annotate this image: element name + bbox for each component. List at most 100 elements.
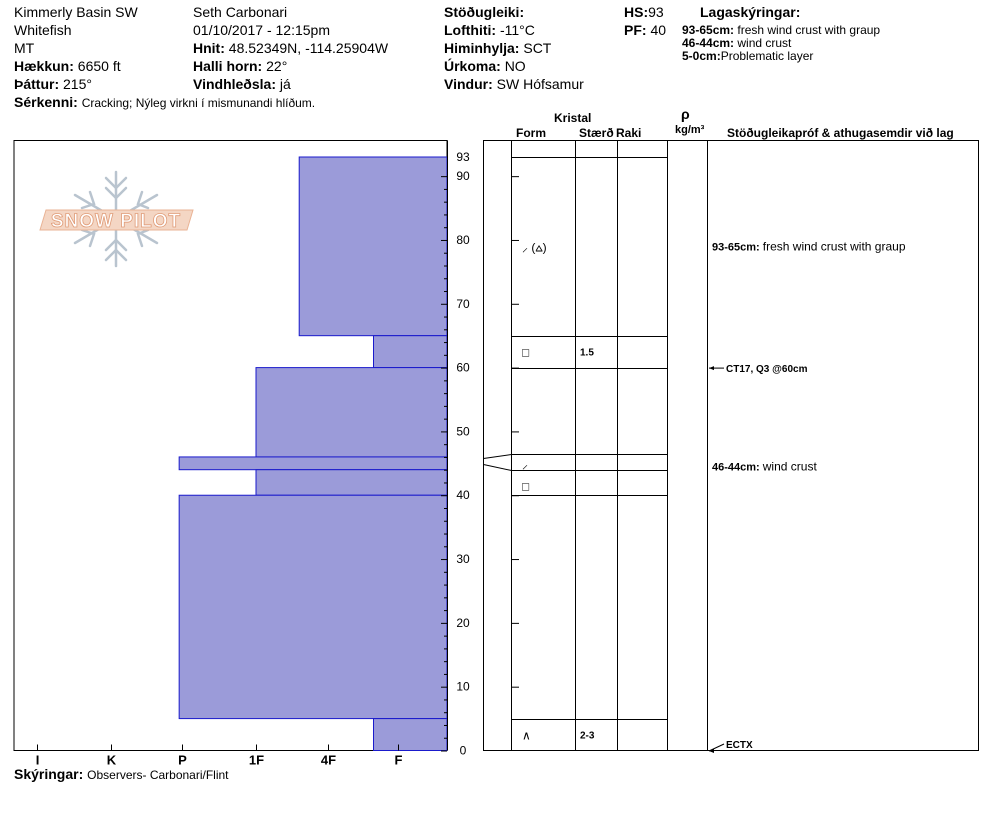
wind-loading-value: já — [279, 76, 291, 92]
legend-item: 5-0cm:Problematic layer — [682, 50, 813, 63]
legend-text: fresh wind crust with graup — [737, 23, 881, 37]
remarks-label: Sérkenni: — [14, 94, 78, 110]
grain-form-symbol: ∧ — [522, 729, 531, 743]
hardness-bars — [178, 156, 448, 751]
hs-value: 93 — [648, 4, 664, 20]
depth-tick-label: 70 — [456, 297, 470, 311]
location-region: Whitefish — [14, 22, 72, 38]
legend-text: wind crust — [737, 36, 792, 50]
footer-label: Skýringar: — [14, 766, 84, 782]
legend-key: 93-65cm: — [682, 23, 735, 37]
test-pointer — [708, 743, 725, 752]
datetime: 01/10/2017 - 12:15pm — [193, 22, 330, 38]
slope-value: 22° — [266, 58, 288, 74]
crystal-table — [483, 140, 668, 751]
precip-value: NO — [504, 58, 526, 74]
stability-test-label: CT17, Q3 @60cm — [726, 364, 808, 375]
hardness-bar — [255, 367, 448, 458]
remarks-value: Cracking; Nýleg virkni í mismunandi hlíð… — [81, 96, 316, 110]
hardness-bar — [373, 335, 448, 369]
hardness-bar — [178, 456, 448, 471]
stability: Stöðugleiki: — [444, 4, 524, 20]
slope-label: Halli horn: — [193, 58, 263, 74]
aspect: Þáttur: 215° — [14, 76, 92, 92]
stability-tests: CT17, Q3 @60cm ECTX — [708, 364, 808, 753]
coords-label: Hnit: — [193, 40, 225, 56]
form-header: Form — [516, 126, 546, 140]
layer-boundaries — [483, 157, 668, 720]
hardness-bar — [178, 494, 448, 720]
tests-header: Stöðugleikapróf & athugasemdir við lag — [727, 126, 954, 140]
slope-angle: Halli horn: 22° — [193, 58, 287, 74]
legend-item: 93-65cm: fresh wind crust with graup — [682, 24, 880, 37]
wind-loading-label: Vindhleðsla: — [193, 76, 276, 92]
depth-top-label: 93 — [456, 150, 470, 164]
depth-tick-label: 10 — [456, 680, 470, 694]
layer-comment: 93-65cm: fresh wind crust with graup — [712, 239, 906, 253]
grain-forms: ⸝ (⩟) □ ⸝ □ ∧ — [522, 240, 547, 742]
size-header: Stærð — [579, 126, 614, 140]
coordinates: Hnit: 48.52349N, -114.25904W — [193, 40, 388, 56]
layer-comment-text: wind crust — [762, 460, 818, 474]
layer-connector — [483, 464, 512, 471]
grain-form-symbol: □ — [522, 480, 529, 494]
depth-tick-label: 90 — [456, 169, 470, 183]
precipitation: Úrkoma: NO — [444, 58, 526, 74]
precip-label: Úrkoma: — [444, 58, 501, 74]
layer-comment: 46-44cm: wind crust — [712, 460, 817, 474]
logo-text: SNOW PILOT — [51, 211, 181, 232]
legend-title: Lagaskýringar: — [700, 4, 801, 20]
hardness-tick-label: I — [36, 753, 40, 768]
depth-tick-label: 30 — [456, 552, 470, 566]
density-symbol: ρ — [681, 106, 690, 122]
hardness-axis: I K P 1F 4F F — [36, 744, 403, 768]
wind-label: Vindur: — [444, 76, 493, 92]
location-state: MT — [14, 40, 35, 56]
hardness-tick-label: P — [178, 753, 187, 768]
legend-item: 46-44cm: wind crust — [682, 37, 791, 50]
moisture-header: Raki — [616, 126, 642, 140]
air-temp-label: Lofthiti: — [444, 22, 497, 38]
grain-form-symbol: ⸝ — [522, 457, 528, 471]
hardness-tick-label: K — [107, 753, 117, 768]
elevation-value: 6650 ft — [77, 58, 121, 74]
layer-comment-text: fresh wind crust with graup — [763, 239, 906, 253]
pf: PF: 40 — [624, 22, 666, 38]
wind: Vindur: SW Hófsamur — [444, 76, 584, 92]
sky-label: Himinhylja: — [444, 40, 520, 56]
hardness-bar — [298, 156, 448, 337]
crystal-header: Kristal — [554, 111, 592, 125]
grain-sizes: 1.5 2-3 — [580, 348, 595, 742]
legend-text: Problematic layer — [720, 49, 814, 63]
stability-test-label: ECTX — [726, 740, 753, 751]
footer-notes: Skýringar: Observers- Carbonari/Flint — [14, 766, 229, 783]
depth-tick-label: 20 — [456, 616, 470, 630]
hardness-tick-label: 1F — [249, 753, 264, 768]
footer-value: Observers- Carbonari/Flint — [87, 768, 229, 782]
depth-tick-label: 60 — [456, 361, 470, 375]
depth-axis: 0 10 20 30 40 50 60 70 80 90 93 — [441, 140, 470, 758]
layer-connector — [483, 454, 512, 459]
hardness-tick-label: 4F — [321, 753, 336, 768]
layer-comment-key: 46-44cm: — [712, 462, 763, 474]
grain-size-label: 1.5 — [580, 348, 594, 359]
sky-value: SCT — [523, 40, 552, 56]
depth-tick-label: 80 — [456, 233, 470, 247]
elevation-label: Hækkun: — [14, 58, 74, 74]
layer-comments: 93-65cm: fresh wind crust with graup 46-4… — [712, 239, 906, 473]
depth-tick-label: 0 — [460, 744, 467, 758]
pf-value: 40 — [650, 22, 667, 38]
hardness-tick-label: F — [395, 753, 403, 768]
aspect-value: 215° — [63, 76, 92, 92]
wind-value: SW Hófsamur — [496, 76, 584, 92]
arrow-icon — [709, 749, 714, 753]
observer: Seth Carbonari — [193, 4, 288, 20]
grain-size-label: 2-3 — [580, 731, 595, 742]
stability-label: Stöðugleiki: — [444, 4, 525, 20]
density-column — [667, 140, 708, 751]
hardness-bar — [373, 718, 448, 751]
depth-tick-label: 40 — [456, 488, 470, 502]
grain-form-symbol: ⸝ (⩟) — [522, 240, 547, 254]
pf-label: PF: — [624, 22, 647, 38]
